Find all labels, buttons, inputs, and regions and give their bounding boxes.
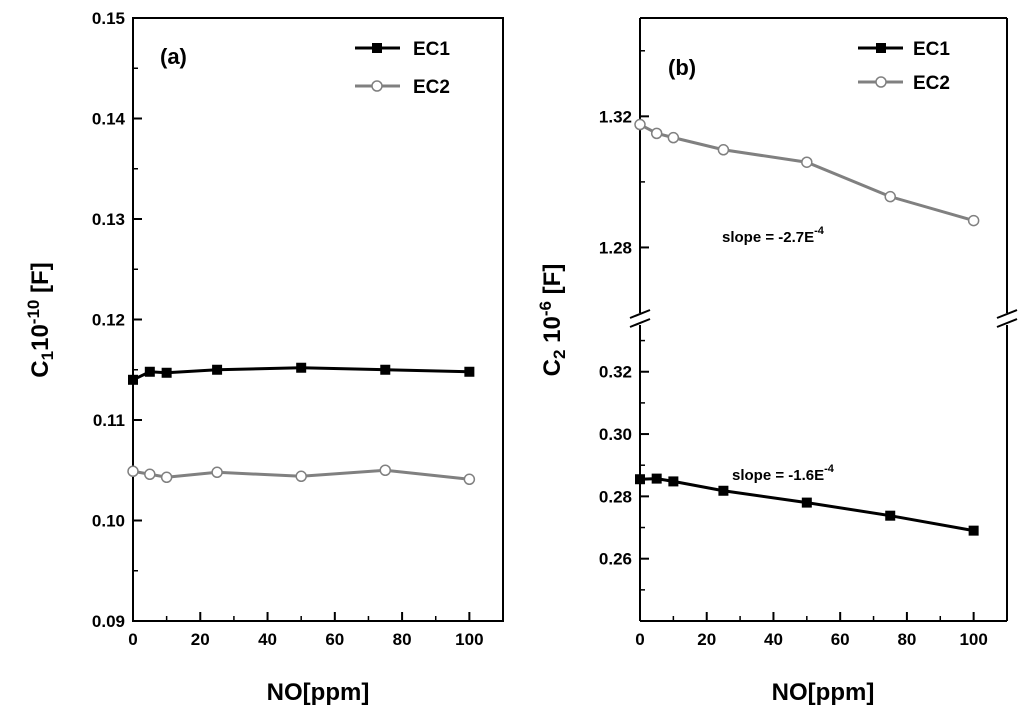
legend-b-ec2-marker [875, 76, 887, 88]
series-b-ec2-point [801, 156, 813, 168]
series-b-ec1-point [635, 474, 645, 485]
y-tick-label: 1.28 [599, 238, 632, 257]
series-b-ec2-point [634, 118, 646, 131]
series-b-ec2-point [884, 190, 896, 203]
series-b-ec1-point [968, 525, 979, 536]
series-b-ec2-point [667, 131, 680, 144]
series-a-ec1-point [144, 366, 155, 377]
x-tick-label: 40 [764, 630, 783, 649]
series-b-ec1-point [651, 473, 662, 484]
series-a-ec1-point [296, 362, 307, 373]
series-b-ec1-point [801, 497, 812, 508]
y-tick-label: 0.30 [599, 425, 632, 444]
x-tick-label: 20 [191, 630, 210, 649]
panel-b-label: (b) [668, 55, 696, 80]
x-tick-label: 60 [831, 630, 850, 649]
series-a-ec1-point [161, 367, 172, 378]
x-tick-label: 20 [697, 630, 716, 649]
slope-annotation-ec1: slope = -1.6E-4 [732, 463, 835, 484]
legend-a-ec1-marker [372, 43, 382, 53]
series-a-ec2-point [463, 473, 476, 486]
panel-a-series [127, 362, 476, 486]
x-tick-label: 0 [635, 630, 644, 649]
x-tick-label: 60 [325, 630, 344, 649]
series-b-ec1-point [885, 510, 896, 521]
x-tick-label: 80 [393, 630, 412, 649]
series-a-ec2-point [295, 470, 307, 483]
legend-a-ec2-label: EC2 [413, 77, 450, 98]
y-tick-label: 0.15 [92, 9, 125, 28]
x-tick-label: 100 [455, 630, 483, 649]
panel-a-label: (a) [160, 44, 187, 69]
series-a-ec1-point [212, 364, 223, 375]
series-a-ec1-point [380, 364, 391, 375]
y-tick-label: 0.14 [92, 110, 126, 129]
series-b-ec2-point [650, 127, 663, 140]
panel-b-ylabel: C2 10-6 [F] [536, 264, 569, 377]
legend-b-ec1-marker [876, 43, 886, 53]
panel-b-tick-labels: 0 20 40 60 80 100 1.28 1.32 0.26 0.28 0.30 0.32 [599, 107, 988, 649]
panel-a: 0 20 40 60 80 100 0.09 0.10 0.11 0.12 0.13 0.14 0.15… [24, 9, 504, 706]
series-a-ec2-point [144, 468, 156, 481]
panel-a-frame [132, 17, 504, 622]
series-a-ec1-point [464, 366, 475, 377]
series-b-ec1-point [668, 476, 679, 487]
panel-b-legend: EC1 EC2 [858, 39, 950, 94]
panel-a-tick-labels: 0 20 40 60 80 100 0.09 0.10 0.11 0.12 0.13 0.14 0.15 [92, 9, 484, 649]
panel-b-series [634, 118, 980, 536]
panel-b-xlabel: NO[ppm] [772, 679, 875, 706]
x-tick-label: 40 [258, 630, 277, 649]
legend-b-ec1-label: EC1 [913, 39, 950, 60]
y-tick-label: 0.26 [599, 550, 632, 569]
y-tick-label: 0.12 [92, 311, 125, 330]
panel-a-ticks [132, 17, 471, 622]
legend-b-ec2-label: EC2 [913, 73, 950, 94]
y-tick-label: 0.10 [92, 512, 125, 531]
series-b-ec2-point [717, 144, 730, 156]
y-tick-label: 0.09 [92, 612, 125, 631]
y-tick-label: 0.32 [599, 363, 632, 382]
y-tick-label: 1.32 [599, 107, 632, 126]
series-b-ec2-line [639, 123, 975, 223]
y-tick-label: 0.28 [599, 487, 632, 506]
axis-break-right [996, 309, 1018, 328]
x-tick-label: 0 [128, 630, 137, 649]
y-tick-label: 0.11 [93, 411, 125, 430]
series-a-ec2-point [127, 465, 139, 478]
y-tick-label: 0.13 [92, 210, 125, 229]
x-tick-label: 100 [959, 630, 987, 649]
legend-a-ec1-label: EC1 [413, 39, 450, 60]
panel-b-ticks [639, 50, 975, 621]
axis-break-left [629, 309, 651, 328]
series-a-ec2-point [160, 471, 173, 484]
series-b-ec2-point [967, 214, 980, 227]
panel-a-xlabel: NO[ppm] [267, 679, 370, 706]
series-b-ec1-point [718, 485, 729, 496]
panel-a-legend: EC1 EC2 [355, 39, 450, 98]
series-a-ec1-point [128, 374, 138, 385]
panel-b: 0 20 40 60 80 100 1.28 1.32 0.26 0.28 0.30 0.32 (b)… [536, 17, 1018, 706]
legend-a-ec2-marker [371, 80, 383, 92]
panel-a-ylabel: C110-10 [F] [24, 262, 57, 377]
series-a-ec2-point [211, 466, 223, 479]
series-a-ec2-point [379, 464, 392, 476]
slope-annotation-ec2: slope = -2.7E-4 [722, 225, 825, 246]
x-tick-label: 80 [897, 630, 916, 649]
